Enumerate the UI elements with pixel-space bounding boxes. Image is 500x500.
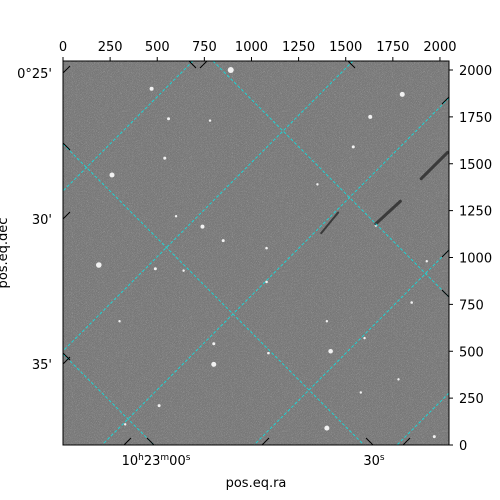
satellite-trail [419,151,449,181]
satellite-trail [320,211,340,235]
satellite-trail [374,199,402,226]
right-tick-label: 1000 [459,252,492,267]
right-tick-label: 0 [459,439,467,454]
world-tick-mark [62,65,71,74]
star-source [123,423,127,426]
world-tick-mark [402,437,411,446]
world-tick-mark [62,356,71,365]
grid-line [63,61,194,192]
right-tick-label: 1500 [459,158,492,173]
y-axis-title: pos.eq.dec [0,218,11,289]
star-source [425,260,428,263]
star-source [157,404,161,408]
star-source [208,119,212,122]
star-source [153,267,157,271]
ra-tick-label-2: 30s [363,453,385,469]
star-source [265,280,268,284]
top-tick-label: 750 [192,40,217,55]
world-tick-mark [146,437,155,446]
grid-line [253,249,449,445]
star-source [118,320,121,323]
top-tick-label: 250 [98,40,123,55]
world-tick-mark [441,289,450,298]
star-source [316,183,319,186]
world-tick-mark [441,96,450,105]
star-source [363,336,366,340]
star-source [211,361,217,367]
dec-tick-label: 35' [32,358,52,373]
sources-layer [96,67,449,439]
star-source [109,172,115,178]
grid-line [212,61,449,298]
star-source [212,342,216,346]
top-tick-label: 1500 [329,40,362,55]
world-tick-mark [62,142,71,151]
star-source [227,67,234,73]
star-source [328,348,333,354]
star-source [182,269,185,272]
star-source [368,114,373,119]
right-tick-label: 250 [459,392,484,407]
coordinate-grid [63,61,449,445]
star-source [399,91,405,97]
grid-line [101,97,449,445]
star-source [359,391,362,394]
star-source [163,156,167,160]
grid-line [63,61,354,352]
right-tick-label: 1750 [459,111,492,126]
world-tick-mark [123,437,132,446]
top-tick-label: 1000 [235,40,268,55]
top-tick-label: 500 [145,40,170,55]
world-tick-mark [199,60,208,69]
tick-layer: 0 250 500 750 1000 1250 1500 1750 2000 0 250 500 750… [17,40,492,454]
right-tick-label: 2000 [459,64,492,79]
world-tick-mark [365,437,374,446]
grid-line [396,392,449,445]
dec-tick-label: 0°25' [17,67,52,82]
star-source [410,301,413,304]
grid-line [63,143,365,445]
right-tick-label: 500 [459,345,484,360]
star-source [221,239,225,243]
star-source [174,215,178,218]
dec-tick-label: 30' [32,213,52,228]
top-tick-label: 2000 [423,40,456,55]
star-source [432,435,436,439]
star-source [267,351,270,355]
star-source [325,320,329,323]
x-axis-title: pos.eq.ra [226,476,287,491]
right-tick-label: 1250 [459,205,492,220]
star-source [96,262,102,268]
top-tick-label: 1750 [376,40,409,55]
star-source [324,425,330,431]
world-tick-mark [188,60,197,69]
world-tick-mark [261,437,270,446]
top-tick-label: 1250 [282,40,315,55]
grid-line [63,353,155,445]
top-tick-label: 0 [59,40,67,55]
right-tick-label: 750 [459,298,484,313]
plot-frame [62,60,450,446]
star-source [397,378,400,381]
star-source [149,86,154,91]
image-panel [62,60,450,446]
ra-tick-label-1: 10h23m00s [122,453,191,469]
star-source [200,224,205,229]
world-tick-mark [347,60,356,69]
world-tick-mark [62,211,71,220]
image-background [63,61,449,445]
star-source [167,117,171,121]
star-source [265,246,268,250]
world-tick-mark [441,249,450,258]
star-source [351,145,355,149]
